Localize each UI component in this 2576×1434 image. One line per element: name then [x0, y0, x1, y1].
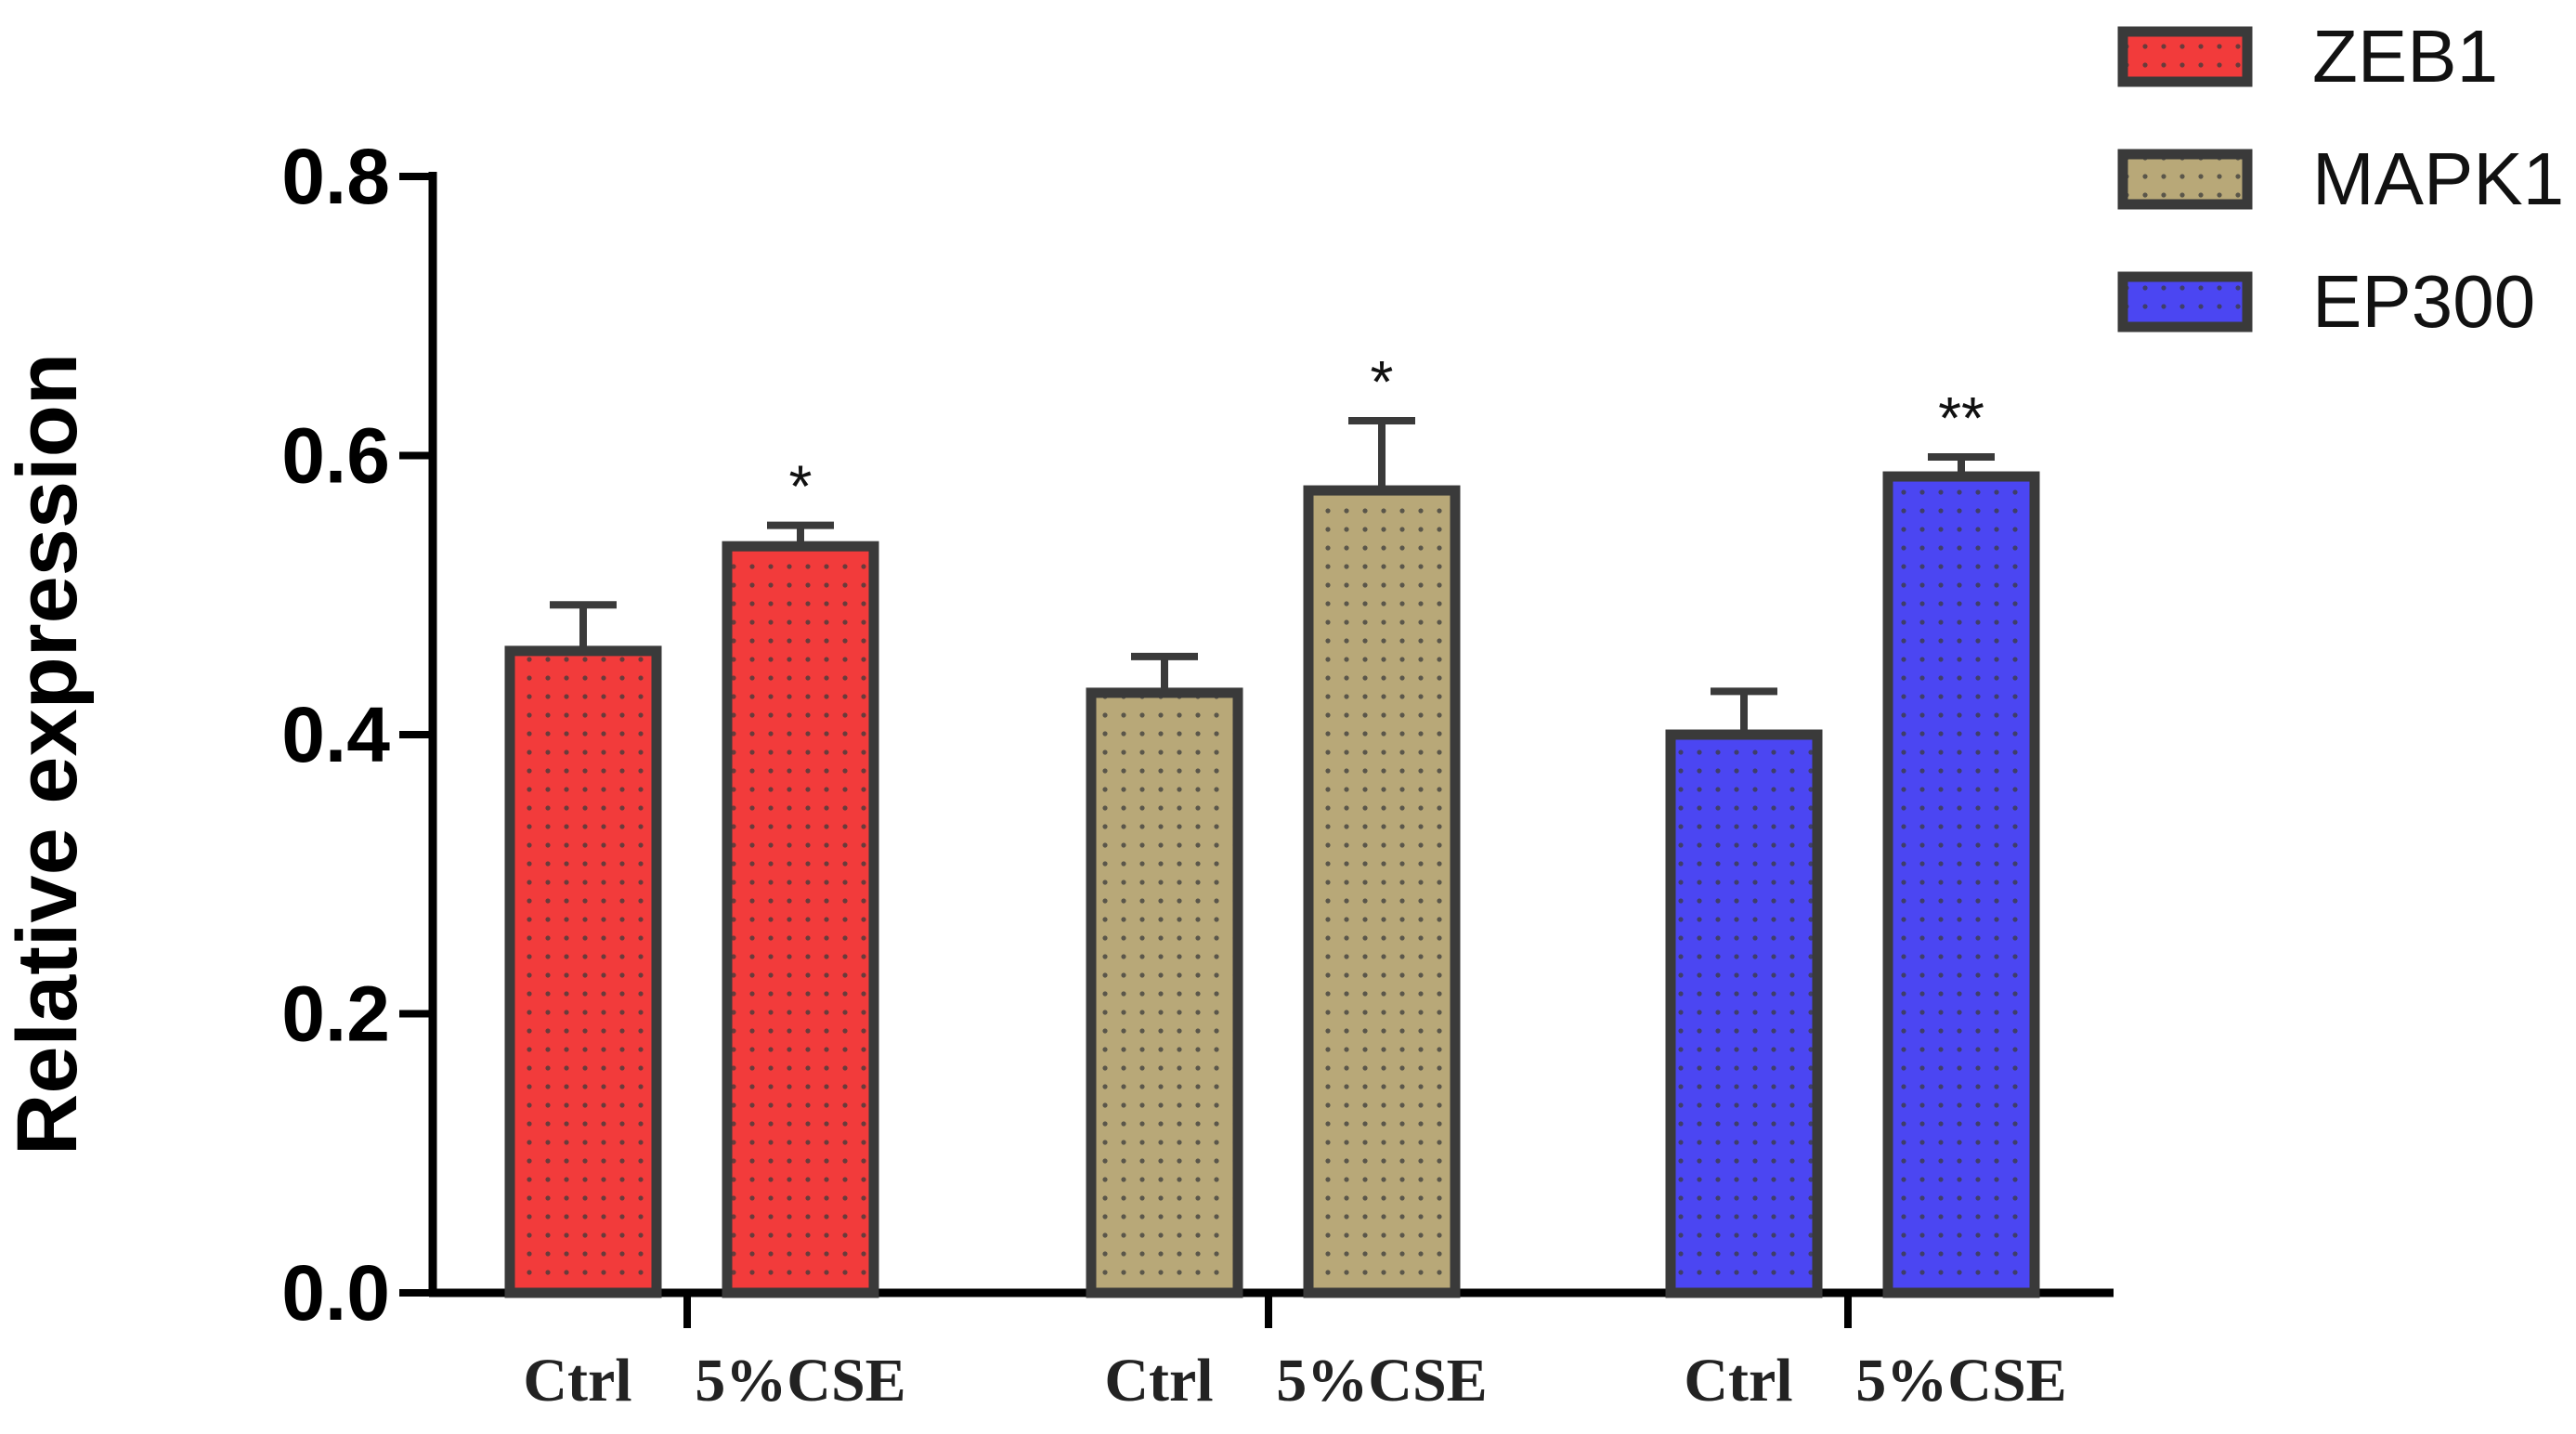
legend-swatch-pattern — [2123, 32, 2247, 82]
legend-label-mapk1: MAPK1 — [2312, 137, 2564, 220]
significance-marker: * — [1371, 348, 1394, 415]
legend-label-ep300: EP300 — [2312, 260, 2535, 343]
legend-swatch-pattern — [2123, 154, 2247, 204]
bar-pattern — [1671, 735, 1817, 1293]
legend-label-zeb1: ZEB1 — [2312, 15, 2498, 98]
bar-outline — [1086, 687, 1243, 1298]
y-tick-label: 0.8 — [281, 133, 390, 220]
significance-marker: * — [789, 453, 813, 520]
y-tick-label: 0.0 — [281, 1249, 390, 1336]
x-category-label: 5%CSE — [1855, 1347, 2066, 1414]
x-category-label: 5%CSE — [1276, 1347, 1487, 1414]
bar-outline — [722, 541, 879, 1298]
y-tick-label: 0.6 — [281, 412, 390, 500]
bar-outline — [504, 645, 662, 1298]
legend-swatch-pattern — [2123, 277, 2247, 327]
bar-outline — [1882, 471, 2040, 1298]
y-axis-title: Relative expression — [0, 353, 95, 1155]
legend-swatch-outline — [2117, 271, 2253, 332]
bar-pattern — [1888, 476, 2035, 1293]
bar-pattern — [510, 650, 657, 1293]
bar-pattern — [1091, 692, 1238, 1293]
x-category-label: Ctrl — [1684, 1347, 1792, 1414]
legend-swatch-outline — [2117, 149, 2253, 210]
x-category-label: Ctrl — [1104, 1347, 1213, 1414]
bar-outline — [1303, 485, 1461, 1298]
x-category-label: 5%CSE — [695, 1347, 905, 1414]
bar-pattern — [727, 546, 874, 1293]
x-category-label: Ctrl — [523, 1347, 631, 1414]
y-tick-label: 0.4 — [281, 691, 390, 778]
legend-swatch-outline — [2117, 26, 2253, 87]
bar-outline — [1665, 729, 1823, 1298]
y-tick-label: 0.2 — [281, 971, 390, 1058]
significance-marker: ** — [1938, 385, 1984, 451]
bar-pattern — [1308, 490, 1455, 1293]
